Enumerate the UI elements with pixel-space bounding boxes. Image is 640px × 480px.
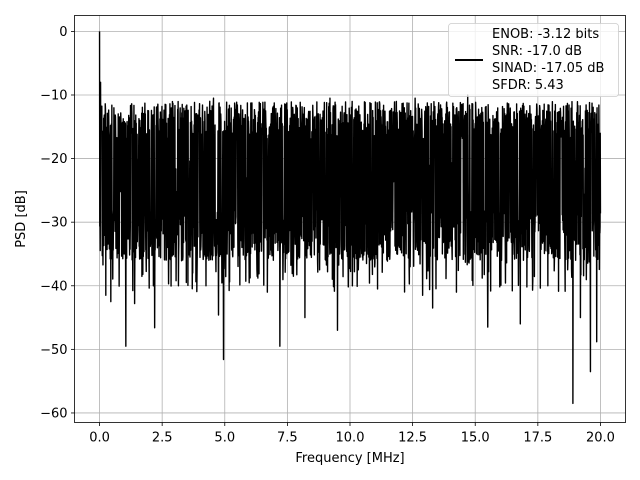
series-layer bbox=[98, 31, 602, 405]
y-tick-label: −30 bbox=[40, 216, 67, 231]
y-tick-label: −40 bbox=[40, 279, 67, 294]
x-tick-label: 15.0 bbox=[461, 431, 490, 446]
y-tick-label: −50 bbox=[40, 343, 67, 358]
legend-entry-sinad: SINAD: -17.05 dB bbox=[492, 61, 604, 76]
x-tick-label: 20.0 bbox=[586, 431, 615, 446]
x-axis-ticks: 0.0 2.5 5.0 7.5 10.0 12.5 15.0 17.5 20.0 bbox=[89, 422, 615, 446]
y-tick-label: −60 bbox=[40, 406, 67, 421]
y-axis-label: PSD [dB] bbox=[14, 190, 29, 248]
legend-entry-sfdr: SFDR: 5.43 bbox=[492, 78, 564, 93]
x-tick-label: 0.0 bbox=[89, 431, 110, 446]
x-tick-label: 7.5 bbox=[277, 431, 298, 446]
legend-entry-enob: ENOB: -3.12 bits bbox=[492, 27, 599, 42]
y-axis-ticks: 0 −10 −20 −30 −40 −50 −60 bbox=[40, 25, 75, 421]
psd-series-line bbox=[98, 31, 602, 405]
y-tick-label: −10 bbox=[40, 88, 67, 103]
x-tick-label: 17.5 bbox=[523, 431, 552, 446]
legend-entry-snr: SNR: -17.0 dB bbox=[492, 44, 582, 59]
legend-box bbox=[448, 23, 619, 97]
x-axis-label: Frequency [MHz] bbox=[295, 451, 404, 466]
x-tick-label: 5.0 bbox=[214, 431, 235, 446]
x-tick-label: 2.5 bbox=[152, 431, 173, 446]
y-tick-label: 0 bbox=[59, 25, 67, 40]
legend: ENOB: -3.12 bits SNR: -17.0 dB SINAD: -1… bbox=[448, 23, 619, 97]
x-tick-label: 10.0 bbox=[336, 431, 365, 446]
x-tick-label: 12.5 bbox=[398, 431, 427, 446]
y-tick-label: −20 bbox=[40, 152, 67, 167]
